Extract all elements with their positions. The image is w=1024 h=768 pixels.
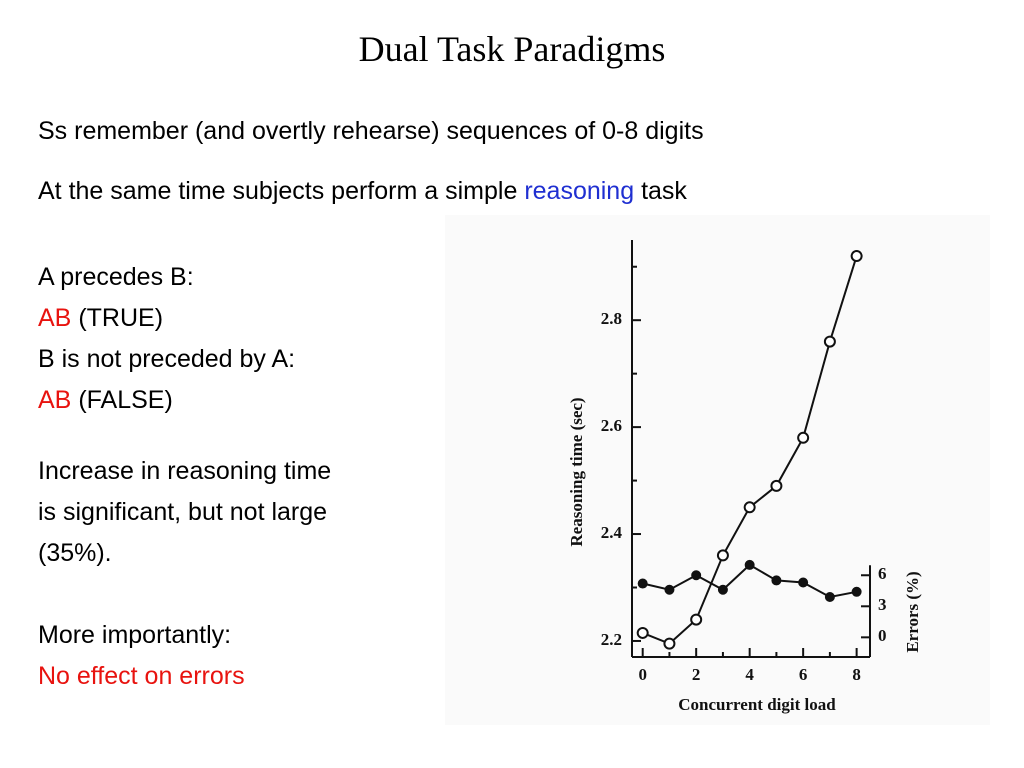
data-point	[744, 559, 755, 570]
x-tick-label: 4	[745, 665, 754, 684]
x-axis-label: Concurrent digit load	[678, 695, 836, 714]
y2-axis-label: Errors (%)	[903, 571, 922, 652]
data-point	[798, 577, 809, 588]
text: task	[641, 177, 687, 205]
y-tick-label: 2.6	[601, 416, 622, 435]
text-line: Increase in reasoning time	[38, 457, 332, 485]
x-tick-label: 0	[638, 665, 647, 684]
text-line: B is not preceded by A:	[38, 345, 296, 373]
y-tick-label: 2.2	[601, 630, 622, 649]
data-point	[771, 575, 782, 586]
y-axis-label: Reasoning time (sec)	[567, 397, 586, 546]
data-point	[743, 501, 756, 514]
x-tick-label: 2	[692, 665, 701, 684]
text: (TRUE)	[78, 304, 164, 332]
text: (FALSE)	[78, 386, 173, 414]
y2-tick-label: 0	[878, 626, 887, 645]
y-tick-label: 2.8	[601, 309, 622, 328]
highlight: reasoning	[524, 177, 635, 205]
text-line: Ss remember (and overtly rehearse) seque…	[38, 117, 704, 145]
data-point	[664, 584, 675, 595]
y-tick-label: 2.4	[601, 523, 623, 542]
data-point	[823, 335, 836, 348]
data-point	[663, 637, 676, 650]
data-point	[636, 626, 649, 639]
data-point	[716, 549, 729, 562]
highlight: AB	[38, 304, 72, 332]
data-point	[797, 431, 810, 444]
data-point	[637, 578, 648, 589]
text-line: More importantly:	[38, 621, 232, 649]
text-line: (35%).	[38, 539, 112, 567]
data-point	[851, 586, 862, 597]
data-point	[770, 479, 783, 492]
data-point	[850, 250, 863, 263]
data-point	[824, 591, 835, 602]
text-line: AB (TRUE)	[38, 303, 163, 333]
text-line: At the same time subjects perform a simp…	[38, 176, 687, 206]
x-tick-label: 6	[799, 665, 808, 684]
data-point	[691, 570, 702, 581]
text-line: No effect on errors	[38, 662, 245, 690]
data-point	[717, 584, 728, 595]
x-tick-label: 8	[852, 665, 861, 684]
text-line: AB (FALSE)	[38, 385, 173, 415]
chart-background	[445, 215, 990, 725]
highlight: AB	[38, 386, 72, 414]
text-line: is significant, but not large	[38, 498, 328, 526]
text: At the same time subjects perform a simp…	[38, 177, 518, 205]
data-point	[690, 613, 703, 626]
y2-tick-label: 6	[878, 564, 887, 583]
text-line: A precedes B:	[38, 263, 194, 291]
title: Dual Task Paradigms	[358, 29, 666, 69]
y2-tick-label: 3	[878, 595, 887, 614]
